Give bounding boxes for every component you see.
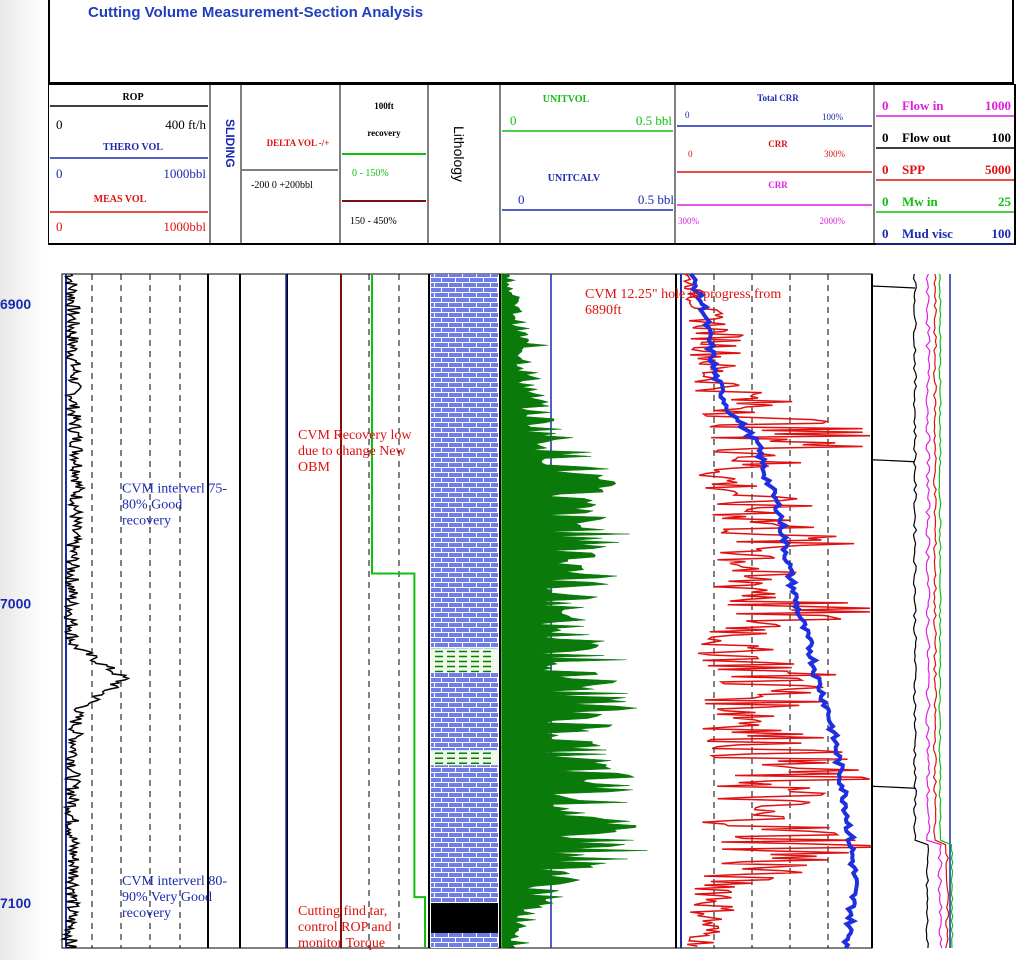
right-track-max: 100 bbox=[992, 226, 1012, 241]
unitvol-curve bbox=[501, 273, 648, 949]
right-track-min: 0 bbox=[882, 226, 889, 241]
total-crr-max: 100% bbox=[822, 112, 844, 122]
title-box: Cutting Volume Measurement-Section Analy… bbox=[48, 0, 1014, 84]
annotation-line: OBM bbox=[298, 460, 330, 475]
depth-label: 7000 bbox=[0, 596, 31, 612]
annotation-line: recovery bbox=[122, 906, 171, 921]
depth-label: 6900 bbox=[0, 296, 31, 312]
meas-vol-min: 0 bbox=[56, 219, 63, 234]
recovery-dark-range: 150 - 450% bbox=[350, 216, 397, 227]
total-crr-label: Total CRR bbox=[757, 93, 799, 103]
right-track-label: Mw in bbox=[902, 194, 939, 209]
total-crr-curve bbox=[689, 272, 860, 950]
annotation-a1: CVM interverl 75-80% Good recovery bbox=[122, 482, 227, 529]
right-track-max: 100 bbox=[992, 130, 1012, 145]
lithology-limestone bbox=[431, 933, 498, 948]
lithology-label: Lithology bbox=[451, 126, 467, 182]
right-track-label: Mud visc bbox=[902, 226, 953, 241]
crr2-label: CRR bbox=[768, 180, 788, 190]
annotation-line: 6890ft bbox=[585, 303, 622, 318]
delta-vol-label: DELTA VOL -/+ bbox=[267, 138, 330, 148]
depth-axis: 6900 7000 7100 bbox=[0, 296, 31, 911]
chart-title: Cutting Volume Measurement-Section Analy… bbox=[88, 4, 424, 21]
annotation-line: due to change New bbox=[298, 444, 407, 459]
recovery-step-curve bbox=[371, 274, 426, 948]
mw-in-curve bbox=[938, 273, 954, 949]
unitvol-max: 0.5 bbl bbox=[636, 113, 673, 128]
thero-vol-label: THERO VOL bbox=[103, 142, 163, 153]
annotation-line: CVM Recovery low bbox=[298, 428, 412, 443]
annotation-a3: CVM 12.25" hole in progress from 6890ft bbox=[585, 287, 781, 318]
total-crr-min: 0 bbox=[685, 110, 690, 120]
crr-curve bbox=[682, 273, 871, 947]
unitcalv-label: UNITCALV bbox=[548, 173, 601, 184]
page-left-shadow bbox=[0, 0, 44, 960]
rop-min: 0 bbox=[56, 117, 63, 132]
sliding-label: SLIDING bbox=[223, 119, 237, 168]
recovery-title-1: 100ft bbox=[374, 101, 394, 111]
thero-vol-min: 0 bbox=[56, 166, 63, 181]
lithology-limestone bbox=[431, 765, 498, 904]
rop-curve bbox=[60, 273, 131, 949]
unitvol-min: 0 bbox=[510, 113, 517, 128]
unitcalv-max: 0.5 bbl bbox=[638, 192, 675, 207]
annotation-line: 80% Good bbox=[122, 498, 182, 513]
spp-curve bbox=[932, 273, 950, 949]
connection-spike bbox=[871, 785, 916, 789]
right-track-label: SPP bbox=[902, 162, 925, 177]
log-header: Cutting Volume Measurement-Section Analy… bbox=[48, 0, 1016, 245]
right-track-min: 0 bbox=[882, 194, 889, 209]
annotation-line: monitor Torque bbox=[298, 936, 385, 951]
right-track-min: 0 bbox=[882, 162, 889, 177]
lithology-limestone bbox=[431, 672, 498, 751]
log-curves bbox=[60, 272, 954, 950]
lithology-limestone bbox=[431, 274, 498, 649]
unitvol-label: UNITVOL bbox=[543, 94, 590, 105]
crr1-min: 0 bbox=[688, 149, 693, 159]
flow-out-curve bbox=[912, 273, 930, 949]
track-header-panel: ROP 0 400 ft/h THERO VOL 0 1000bbl MEAS … bbox=[48, 84, 1016, 245]
rop-max: 400 ft/h bbox=[165, 117, 206, 132]
right-track-min: 0 bbox=[882, 98, 889, 113]
lithology-coal bbox=[431, 903, 498, 934]
annotation-a5: Cutting find tar, control ROP and monitor … bbox=[298, 904, 392, 951]
crr2-min: 300% bbox=[678, 216, 700, 226]
meas-vol-max: 1000bbl bbox=[163, 219, 206, 234]
annotation-line: control ROP and bbox=[298, 920, 392, 935]
annotation-a2: CVM Recovery low due to change New OBM bbox=[298, 428, 412, 475]
right-track-max: 5000 bbox=[985, 162, 1011, 177]
right-track-max: 25 bbox=[998, 194, 1012, 209]
right-track-max: 1000 bbox=[985, 98, 1011, 113]
recovery-green-range: 0 - 150% bbox=[352, 168, 389, 179]
crr1-max: 300% bbox=[824, 149, 846, 159]
recovery-title-2: recovery bbox=[367, 128, 401, 138]
annotation-a4: CVM interverl 80-90% Very Good recovery bbox=[122, 874, 227, 921]
connection-spike bbox=[871, 285, 916, 289]
annotation-line: recovery bbox=[122, 514, 171, 529]
right-track-label: Flow in bbox=[902, 98, 944, 113]
header-border bbox=[48, 84, 1016, 245]
flow-in-curve bbox=[925, 273, 943, 949]
right-track-label: Flow out bbox=[902, 130, 951, 145]
depth-label: 7100 bbox=[0, 895, 31, 911]
annotation-line: Cutting find tar, bbox=[298, 904, 387, 919]
annotation-line: 90% Very Good bbox=[122, 890, 212, 905]
unitcalv-min: 0 bbox=[518, 192, 525, 207]
annotation-line: CVM interverl 80- bbox=[122, 874, 227, 889]
crr2-max: 2000% bbox=[820, 216, 846, 226]
meas-vol-label: MEAS VOL bbox=[94, 194, 147, 205]
crr1-label: CRR bbox=[768, 139, 788, 149]
rop-label: ROP bbox=[122, 92, 143, 103]
annotation-line: CVM 12.25" hole in progress from bbox=[585, 287, 781, 302]
annotation-line: CVM interverl 75- bbox=[122, 482, 227, 497]
connection-spike bbox=[871, 459, 916, 463]
lithology-column bbox=[431, 274, 498, 948]
thero-vol-max: 1000bbl bbox=[163, 166, 206, 181]
delta-vol-range: -200 0 +200bbl bbox=[251, 180, 313, 191]
right-track-min: 0 bbox=[882, 130, 889, 145]
